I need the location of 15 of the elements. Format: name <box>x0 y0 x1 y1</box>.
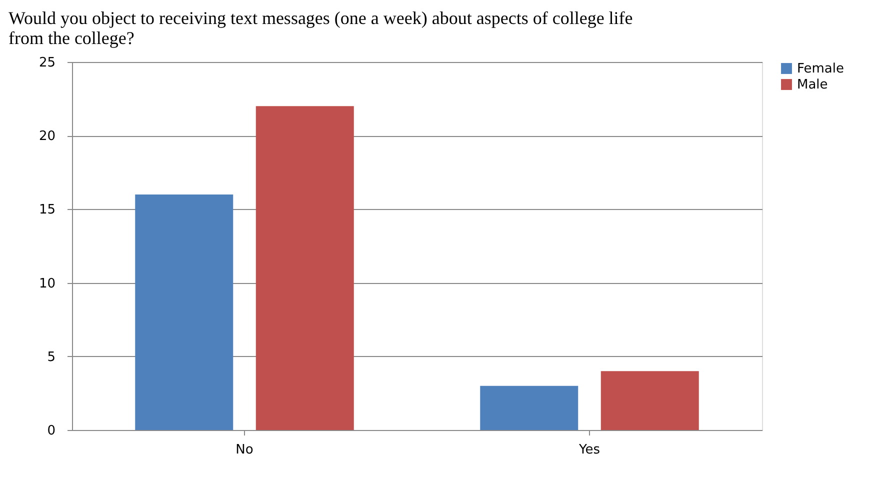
chart-title: Would you object to receiving text messages (one a week) about aspects of college life from the college? <box>8 8 633 48</box>
y-tick-label: 10 <box>38 276 56 292</box>
y-tick-label: 15 <box>38 202 56 218</box>
bar <box>135 194 234 430</box>
y-tick-label: 25 <box>38 56 56 70</box>
bar <box>256 106 354 430</box>
y-tick-label: 20 <box>38 129 56 144</box>
legend-label: Female <box>797 62 844 76</box>
x-tick-label: No <box>236 442 254 458</box>
legend-label: Male <box>797 78 828 92</box>
y-tick-label: 0 <box>47 424 56 438</box>
bar <box>480 386 578 430</box>
x-tick-label: Yes <box>578 442 600 458</box>
y-tick-label: 5 <box>47 350 56 365</box>
bar <box>600 371 699 430</box>
